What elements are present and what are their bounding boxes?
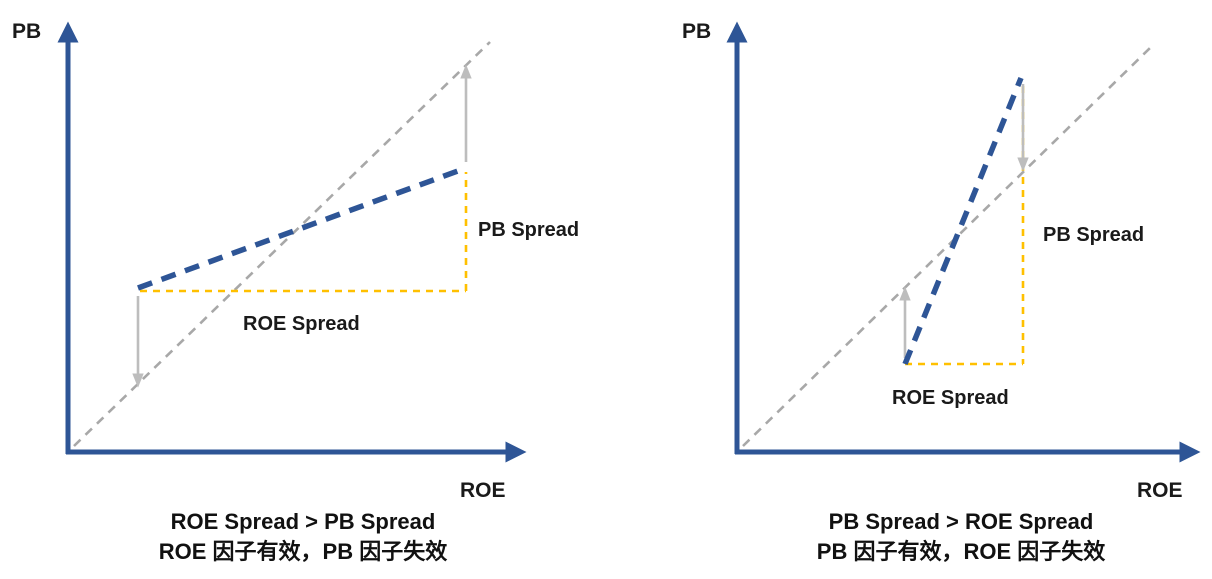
diagonal-reference-line xyxy=(73,41,491,447)
roe-spread-label: ROE Spread xyxy=(892,387,1009,409)
caption-right-line2: PB 因子有效，ROE 因子失效 xyxy=(816,538,1106,564)
chart-right: PB ROE PB Spread ROE Spread xyxy=(682,20,1201,502)
chart-left: PB ROE PB Spread ROE Spread xyxy=(12,20,579,502)
pb-spread-label: PB Spread xyxy=(478,219,579,241)
valuation-line xyxy=(137,165,467,291)
caption-right: PB Spread > ROE Spread PB 因子有效，ROE 因子失效 xyxy=(658,507,1212,566)
panel-roe-spread-dominant: PB ROE PB Spread ROE Spread ROE Spread >… xyxy=(0,20,606,566)
caption-left: ROE Spread > PB Spread ROE 因子有效，PB 因子失效 xyxy=(0,507,606,566)
valuation-line xyxy=(902,76,1024,366)
y-axis-label: PB xyxy=(12,20,41,43)
roe-spread-label: ROE Spread xyxy=(243,313,360,335)
x-axis-label: ROE xyxy=(460,479,506,502)
pb-spread-label: PB Spread xyxy=(1043,224,1144,246)
x-axis-label: ROE xyxy=(1137,479,1183,502)
caption-left-line1: ROE Spread > PB Spread xyxy=(170,509,436,534)
y-axis-label: PB xyxy=(682,20,711,43)
panel-pb-spread-dominant: PB ROE PB Spread ROE Spread PB Spread > … xyxy=(606,0,1212,579)
caption-left-line2: ROE 因子有效，PB 因子失效 xyxy=(158,538,448,564)
caption-right-line1: PB Spread > ROE Spread xyxy=(828,509,1094,534)
